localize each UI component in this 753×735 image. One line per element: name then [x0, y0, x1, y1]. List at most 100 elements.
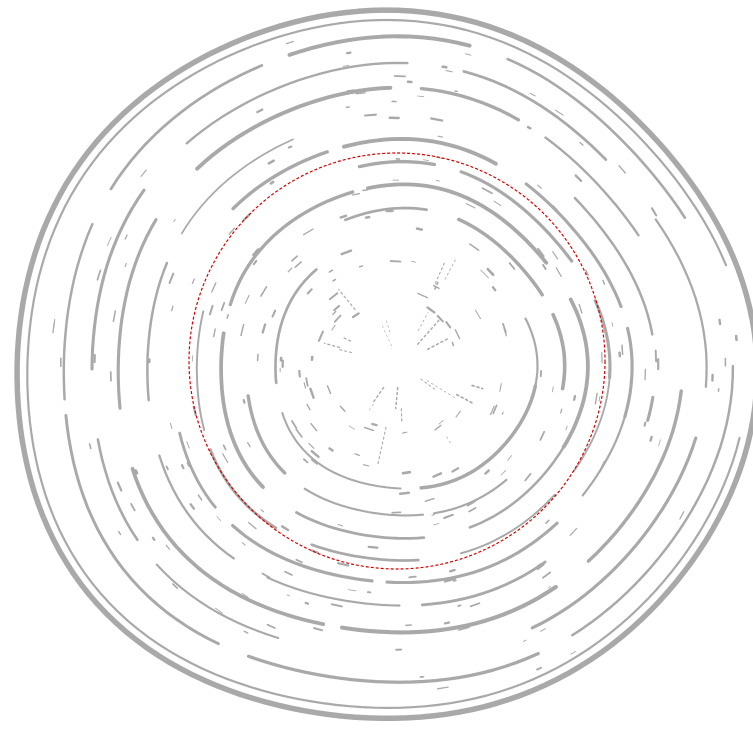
- grain-speck-249: [424, 497, 435, 502]
- grain-speck-183: [317, 330, 324, 342]
- ring-arc-39: [572, 376, 611, 472]
- ring-arc-50: [228, 190, 355, 307]
- grain-speck-8: [491, 286, 497, 292]
- grain-speck-133: [186, 461, 190, 468]
- grain-speck-159: [298, 369, 301, 378]
- grain-speck-115: [474, 309, 481, 320]
- grain-speck-173: [536, 666, 543, 671]
- grain-speck-47: [354, 453, 360, 457]
- grain-speck-55: [309, 387, 315, 399]
- ring-arc-57: [457, 217, 544, 297]
- grain-speck-22: [281, 525, 290, 532]
- grain-speck-32: [422, 159, 429, 162]
- grain-speck-189: [443, 577, 456, 583]
- grain-speck-5: [537, 247, 545, 257]
- grain-speck-67: [306, 288, 313, 295]
- grain-speck-104: [269, 180, 275, 185]
- ring-arc-10: [155, 563, 280, 640]
- ring-arc-44: [357, 159, 437, 169]
- grain-speck-146: [355, 92, 366, 95]
- grain-speck-9: [500, 469, 507, 476]
- grain-speck-57: [552, 386, 554, 393]
- ring-arc-62: [524, 317, 539, 388]
- ring-arc-47: [468, 445, 565, 529]
- grain-speck-163: [649, 435, 653, 442]
- wood-grain-specks: [52, 36, 738, 690]
- grain-speck-150: [454, 329, 461, 340]
- grain-speck-160: [197, 494, 203, 501]
- pith-streak-8: [381, 324, 392, 347]
- ring-arc-59: [419, 384, 538, 490]
- grain-speck-109: [565, 425, 568, 431]
- ring-arc-43: [195, 310, 206, 432]
- grain-speck-56: [173, 218, 176, 223]
- grain-speck-28: [433, 523, 440, 526]
- grain-speck-20: [328, 269, 334, 273]
- grain-speck-125: [96, 269, 102, 281]
- grain-speck-253: [523, 639, 527, 642]
- grain-speck-105: [431, 514, 435, 516]
- grain-speck-72: [248, 521, 257, 530]
- pith-streak-4: [444, 258, 457, 280]
- grain-speck-254: [445, 321, 452, 329]
- grain-speck-65: [416, 95, 425, 98]
- ring-arc-34: [178, 431, 217, 509]
- grain-speck-169: [295, 428, 303, 438]
- ring-arc-23: [544, 136, 640, 237]
- grain-speck-202: [455, 410, 461, 418]
- grain-speck-208: [451, 467, 460, 473]
- grain-speck-119: [452, 579, 457, 582]
- grain-speck-74: [266, 623, 276, 629]
- grain-speck-79: [267, 159, 275, 165]
- grain-speck-158: [434, 424, 442, 431]
- grain-speck-255: [304, 601, 310, 605]
- ring-arc-17: [586, 389, 683, 563]
- grain-speck-102: [417, 292, 428, 299]
- grain-speck-87: [241, 592, 249, 598]
- ring-arc-33: [231, 523, 374, 583]
- grain-speck-142: [112, 310, 117, 323]
- grain-speck-138: [291, 420, 298, 429]
- grain-speck-85: [415, 227, 424, 231]
- ring-arc-31: [581, 415, 626, 497]
- grain-speck-206: [469, 243, 480, 251]
- ring-arc-5: [62, 222, 94, 401]
- ring-arc-55: [246, 394, 287, 475]
- grain-speck-204: [222, 453, 229, 464]
- ring-arc-29: [573, 196, 654, 336]
- grain-speck-143: [330, 603, 343, 608]
- grain-speck-98: [402, 431, 408, 434]
- ring-arc-30: [646, 395, 655, 422]
- grain-speck-93: [598, 460, 606, 473]
- grain-speck-128: [585, 269, 589, 276]
- grain-speck-219: [333, 314, 342, 323]
- ring-arc-25: [266, 576, 401, 607]
- ring-arc-3: [246, 651, 540, 684]
- grain-speck-124: [540, 628, 546, 632]
- grain-speck-127: [117, 530, 122, 536]
- grain-speck-211: [180, 440, 185, 448]
- ring-arc-60: [281, 412, 402, 490]
- ring-arc-52: [561, 297, 590, 449]
- grain-speck-231: [526, 125, 532, 130]
- grain-speck-233: [408, 575, 417, 579]
- grain-speck-170: [401, 470, 412, 475]
- grain-speck-84: [351, 192, 361, 196]
- grain-speck-75: [411, 260, 416, 263]
- ring-arc-19: [130, 466, 326, 627]
- ring-arc-7: [287, 34, 472, 57]
- pith-streak-11: [471, 384, 484, 390]
- grain-speck-13: [212, 328, 216, 338]
- grain-speck-164: [364, 113, 377, 117]
- grain-speck-4: [140, 169, 147, 177]
- ring-arc-11: [96, 438, 139, 542]
- ring-arc-22: [419, 86, 521, 122]
- ring-arc-6: [109, 64, 264, 191]
- grain-speck-130: [228, 227, 236, 235]
- ring-arc-35: [231, 150, 329, 211]
- grain-speck-237: [536, 184, 542, 189]
- grain-speck-199: [358, 265, 364, 268]
- grain-speck-118: [189, 503, 196, 510]
- grain-speck-179: [469, 602, 481, 608]
